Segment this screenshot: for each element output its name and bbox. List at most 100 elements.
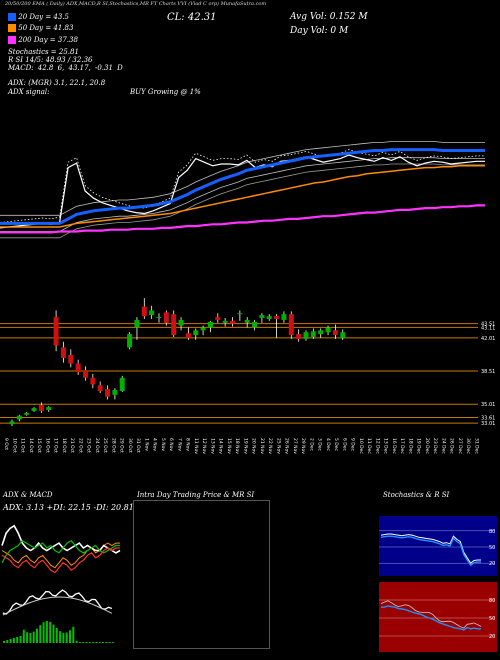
macd-bar-33 bbox=[111, 642, 114, 643]
date-label-4: 15 Oct bbox=[36, 438, 42, 453]
stoch-tick-2: 20 bbox=[489, 561, 495, 567]
candle-body-0 bbox=[9, 421, 15, 425]
candle-body-23 bbox=[178, 319, 184, 326]
candle-body-29 bbox=[222, 320, 228, 323]
level-label-1: 43.11 bbox=[481, 325, 495, 331]
avg-volume: Avg Vol: 0.152 M bbox=[290, 12, 368, 22]
date-label-19: 5 Nov bbox=[160, 438, 166, 451]
date-label-43: 10 Dec bbox=[358, 438, 364, 454]
candle-body-20 bbox=[156, 317, 162, 319]
macd-bar-7 bbox=[26, 632, 29, 643]
price-line bbox=[0, 154, 485, 229]
rsi-tick-2: 20 bbox=[489, 634, 495, 640]
date-label-30: 20 Nov bbox=[251, 438, 257, 454]
date-label-38: 3 Dec bbox=[317, 438, 323, 452]
stochastics-panel: 80 50 20 bbox=[379, 516, 497, 576]
date-label-44: 11 Dec bbox=[366, 438, 372, 454]
macd-bar-29 bbox=[98, 642, 101, 643]
macd-bar-0 bbox=[3, 641, 5, 643]
candle-body-7 bbox=[60, 347, 66, 358]
macd-bar-12 bbox=[42, 622, 45, 643]
candle-body-9 bbox=[75, 363, 81, 373]
date-label-27: 15 Nov bbox=[226, 438, 232, 454]
candle-body-36 bbox=[274, 316, 280, 319]
ema20-line bbox=[0, 148, 485, 225]
date-label-50: 19 Dec bbox=[416, 438, 422, 454]
date-label-1: 10 Oct bbox=[11, 438, 17, 453]
stoch-tick-1: 50 bbox=[489, 545, 495, 551]
candle-body-25 bbox=[193, 330, 199, 336]
candle-body-45 bbox=[340, 332, 346, 338]
date-label-14: 29 Oct bbox=[119, 438, 125, 453]
date-label-40: 5 Dec bbox=[333, 438, 339, 452]
rsi-value: R SI 14/5: 48.93 / 32.36 bbox=[8, 56, 93, 64]
level-label-2: 42.01 bbox=[481, 336, 495, 342]
macd-signal-line bbox=[2, 596, 113, 616]
ema20-swatch bbox=[8, 13, 16, 21]
date-label-32: 22 Nov bbox=[267, 438, 273, 454]
candle-body-34 bbox=[259, 315, 265, 319]
candle-body-18 bbox=[141, 306, 147, 317]
macd-bar-23 bbox=[78, 642, 81, 643]
candle-body-24 bbox=[185, 333, 191, 338]
date-label-17: 1 Nov bbox=[143, 438, 149, 451]
date-label-10: 23 Oct bbox=[86, 438, 92, 453]
macd-bar-8 bbox=[29, 632, 32, 643]
date-label-28: 18 Nov bbox=[234, 438, 240, 454]
header-strip: 20/50/200 EMA ( Daily) ADX,MACD,R SI,Sto… bbox=[5, 1, 267, 7]
ema50-swatch bbox=[8, 24, 16, 32]
macd-bar-27 bbox=[92, 642, 95, 643]
rsi-panel: 80 50 20 bbox=[379, 582, 497, 652]
candle-body-33 bbox=[252, 321, 258, 328]
date-label-52: 23 Dec bbox=[432, 438, 438, 454]
macd-bar-3 bbox=[12, 638, 15, 643]
ema-envelope-line-2 bbox=[0, 163, 485, 239]
macd-bar-14 bbox=[49, 621, 52, 643]
macd-panel bbox=[2, 589, 114, 643]
macd-bar-32 bbox=[108, 642, 111, 643]
date-label-7: 18 Oct bbox=[61, 438, 67, 453]
candle-body-14 bbox=[112, 390, 118, 395]
candle-body-12 bbox=[97, 385, 103, 392]
date-label-15: 30 Oct bbox=[127, 438, 133, 453]
adx-di-values: ADX: 3.13 +DI: 22.15 -DI: 20.81 bbox=[3, 503, 134, 512]
candle-body-30 bbox=[230, 320, 235, 324]
ema-chart-layer bbox=[0, 141, 485, 239]
candle-body-13 bbox=[105, 389, 111, 397]
date-label-3: 14 Oct bbox=[28, 438, 34, 453]
candle-body-11 bbox=[90, 377, 96, 385]
date-label-41: 6 Dec bbox=[341, 438, 347, 452]
dotted-line bbox=[0, 149, 485, 223]
level-label-0: 43.51 bbox=[481, 322, 495, 328]
date-label-20: 6 Nov bbox=[168, 438, 174, 451]
intra-title: Intra Day Trading Price & MR SI bbox=[137, 491, 255, 499]
rsi-tick-0: 80 bbox=[489, 598, 495, 604]
date-label-39: 4 Dec bbox=[325, 438, 331, 452]
date-label-9: 22 Oct bbox=[77, 438, 83, 453]
candle-body-6 bbox=[53, 317, 59, 346]
date-label-51: 20 Dec bbox=[424, 438, 430, 454]
candle-body-35 bbox=[266, 316, 272, 319]
candle-body-44 bbox=[332, 330, 338, 336]
close-price: CL: 42.31 bbox=[167, 12, 217, 23]
stoch-title: Stochastics & R SI bbox=[383, 491, 450, 499]
date-label-47: 16 Dec bbox=[391, 438, 397, 454]
stoch-line-white bbox=[380, 533, 481, 564]
macd-bar-11 bbox=[39, 625, 42, 643]
macd-bar-13 bbox=[45, 621, 48, 643]
rsi-tick-1: 50 bbox=[489, 616, 495, 622]
date-label-57: 31 Dec bbox=[473, 438, 479, 454]
candle-body-39 bbox=[296, 334, 302, 339]
candle-body-2 bbox=[24, 412, 30, 415]
date-label-8: 21 Oct bbox=[69, 438, 75, 453]
date-label-0: 9 Oct bbox=[3, 438, 9, 450]
date-label-48: 17 Dec bbox=[399, 438, 405, 454]
candle-body-16 bbox=[127, 334, 133, 348]
candle-body-31 bbox=[237, 313, 243, 315]
date-label-22: 8 Nov bbox=[185, 438, 191, 451]
adx-series-2 bbox=[1, 547, 120, 574]
date-label-26: 14 Nov bbox=[218, 438, 224, 454]
date-label-34: 26 Nov bbox=[284, 438, 290, 454]
ema-envelope-line-0 bbox=[0, 141, 485, 216]
